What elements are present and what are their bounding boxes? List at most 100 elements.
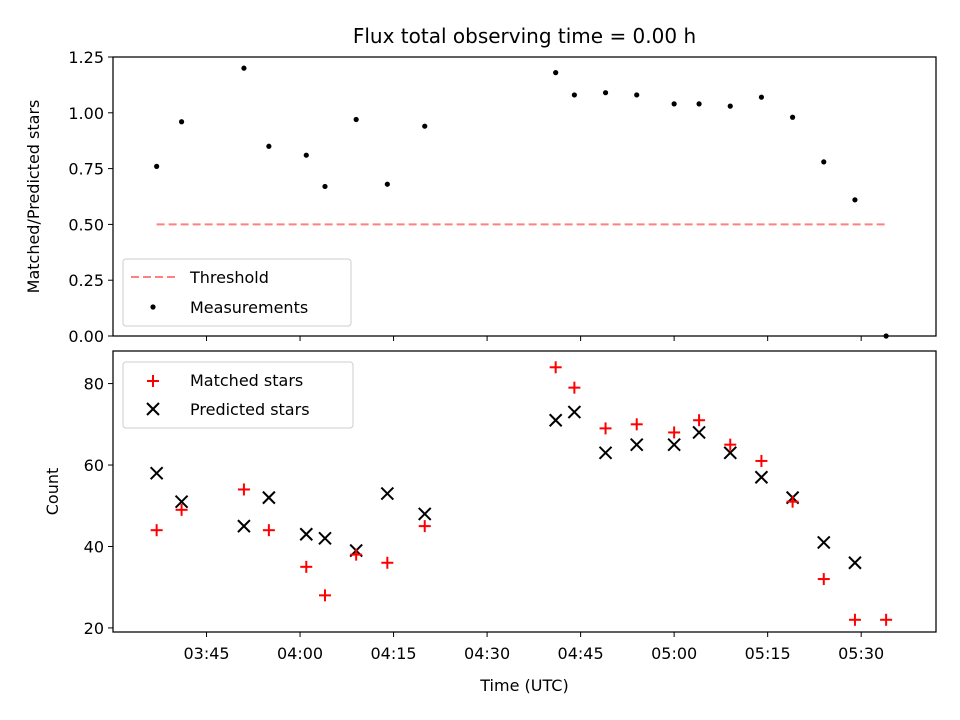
- measurement-point-15: [727, 103, 733, 109]
- matched-point-15: [724, 438, 737, 451]
- predicted-point-4: [299, 527, 313, 541]
- measurement-point-7: [384, 181, 390, 187]
- bottom-y-axis-label: Count: [43, 468, 62, 516]
- matched-point-12: [630, 418, 643, 431]
- legend-matched-label: Matched stars: [190, 371, 303, 390]
- predicted-point-13: [667, 437, 681, 452]
- top-y-tick-label-4: 1.00: [68, 104, 104, 123]
- bottom-axes-frame: [112, 350, 937, 633]
- top-y-tick-label-5: 1.25: [68, 48, 104, 67]
- legend-matched-swatch: [147, 375, 159, 387]
- measurement-point-11: [602, 90, 609, 96]
- measurement-point-4: [303, 152, 309, 158]
- matched-point-8: [418, 520, 431, 533]
- measurement-point-16: [758, 94, 765, 100]
- measurement-point-18: [821, 159, 827, 165]
- predicted-point-1: [174, 494, 189, 509]
- matched-point-19: [848, 613, 861, 626]
- matched-point-7: [381, 556, 394, 569]
- measurement-point-19: [852, 197, 858, 203]
- predicted-point-14: [692, 425, 706, 440]
- measurement-point-13: [671, 101, 677, 107]
- matched-point-1: [175, 503, 188, 516]
- legend-predicted-swatch: [146, 402, 160, 416]
- matched-point-18: [817, 573, 830, 586]
- bottom-y-tick-label-0: 20: [84, 619, 104, 638]
- top-panel: 0.00 0.25 0.50 0.75 1.00 1.25 Matched/Predict…: [24, 48, 937, 346]
- x-tick-label-4: 04:45: [558, 644, 604, 663]
- matched-point-9: [549, 361, 562, 374]
- top-legend: Threshold Measurements: [122, 258, 352, 327]
- measurement-point-6: [353, 116, 359, 123]
- x-tick-label-7: 05:30: [838, 644, 884, 663]
- bottom-x-axis: 03:45 04:00 04:15 04:30 04:45 05:00 05:15 05:30: [183, 632, 884, 663]
- measurement-point-12: [634, 92, 640, 98]
- measurement-point-2: [241, 65, 247, 71]
- predicted-point-10: [567, 405, 582, 419]
- matched-point-20: [880, 613, 893, 626]
- bottom-y-tick-label-3: 80: [84, 375, 104, 394]
- chart-title: Flux total observing time = 0.00 h: [353, 24, 696, 48]
- measurement-point-17: [789, 114, 796, 120]
- measurement-point-5: [322, 183, 328, 190]
- matched-point-4: [300, 560, 313, 573]
- predicted-point-0: [149, 466, 164, 480]
- measurement-point-10: [571, 92, 577, 98]
- predicted-point-15: [723, 446, 737, 460]
- top-y-tick-label-0: 0.00: [68, 327, 104, 346]
- matched-point-13: [668, 426, 681, 439]
- bottom-y-tick-label-2: 60: [84, 456, 104, 475]
- top-legend-box: [122, 258, 352, 327]
- top-marks: [154, 65, 889, 339]
- bottom-legend: Matched stars Predicted stars: [122, 361, 354, 429]
- x-tick-label-0: 03:45: [183, 644, 229, 663]
- measurement-point-14: [696, 101, 702, 107]
- bottom-y-axis: 20 40 60 80: [84, 375, 113, 638]
- matched-point-2: [237, 483, 250, 496]
- x-tick-label-1: 04:00: [277, 644, 323, 663]
- matched-point-10: [568, 381, 581, 394]
- legend-predicted-label: Predicted stars: [190, 400, 310, 419]
- bottom-legend-box: [122, 361, 354, 429]
- predicted-point-7: [380, 486, 395, 501]
- matched-point-14: [693, 414, 706, 427]
- matched-point-3: [262, 524, 275, 537]
- matched-point-11: [599, 422, 612, 435]
- legend-measurements-swatch: [150, 304, 156, 310]
- top-y-axis: 0.00 0.25 0.50 0.75 1.00 1.25: [68, 48, 113, 346]
- matched-point-17: [786, 495, 799, 508]
- predicted-point-3: [262, 490, 276, 505]
- top-y-axis-label: Matched/Predicted stars: [24, 100, 43, 294]
- x-axis-label: Time (UTC): [479, 676, 568, 695]
- measurement-point-1: [178, 119, 185, 125]
- measurement-point-9: [553, 70, 559, 76]
- matched-point-6: [350, 548, 363, 561]
- predicted-point-5: [318, 531, 332, 546]
- top-y-tick-label-2: 0.50: [68, 215, 104, 234]
- predicted-point-2: [237, 519, 251, 533]
- bottom-marks: [149, 361, 893, 626]
- predicted-point-19: [848, 556, 862, 570]
- x-tick-label-5: 05:00: [651, 644, 697, 663]
- top-y-tick-label-1: 0.25: [68, 271, 104, 290]
- x-tick-label-6: 05:15: [745, 644, 791, 663]
- predicted-point-9: [548, 413, 563, 427]
- matched-point-5: [318, 589, 331, 602]
- top-x-ticks: [206, 336, 862, 341]
- measurement-point-8: [422, 123, 428, 129]
- predicted-point-12: [630, 437, 644, 452]
- legend-measurements-label: Measurements: [190, 298, 308, 317]
- measurement-point-3: [266, 143, 272, 149]
- top-axes-frame: [112, 56, 937, 337]
- x-tick-label-2: 04:15: [371, 644, 417, 663]
- predicted-point-8: [418, 507, 432, 521]
- matched-point-16: [755, 454, 768, 467]
- matched-point-0: [150, 524, 163, 537]
- predicted-point-18: [817, 535, 831, 550]
- x-tick-label-3: 04:30: [464, 644, 510, 663]
- measurement-point-0: [154, 163, 160, 169]
- predicted-point-11: [598, 446, 613, 460]
- bottom-y-tick-label-1: 40: [84, 537, 104, 556]
